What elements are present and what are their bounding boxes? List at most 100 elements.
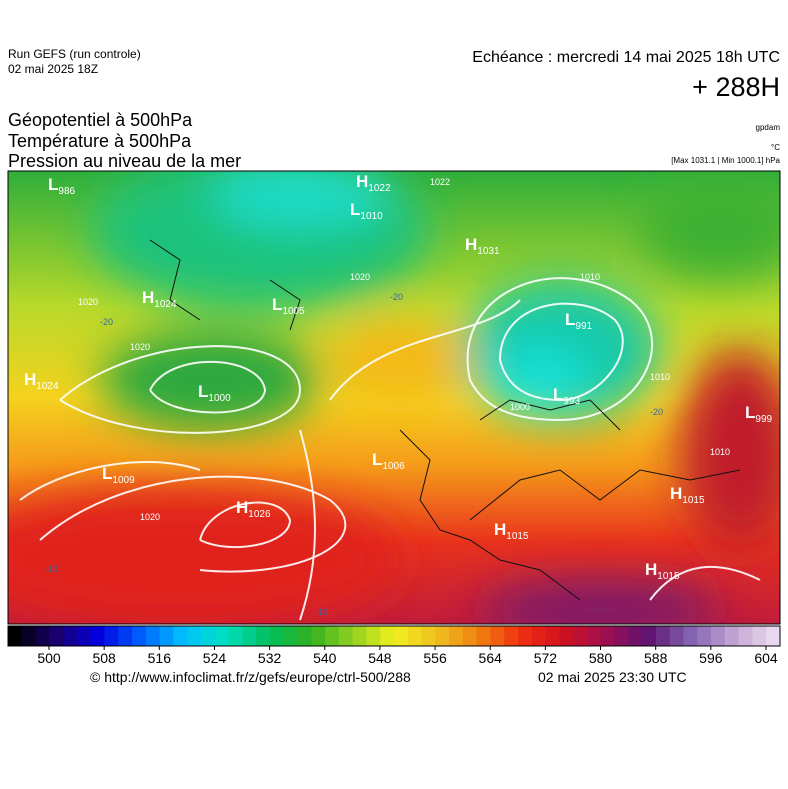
colorbar-swatch xyxy=(545,626,560,646)
unit-label: °C xyxy=(771,143,780,152)
colorbar-swatch xyxy=(297,626,312,646)
isobar-label: 1020 xyxy=(350,272,370,282)
colorbar-swatch xyxy=(311,626,326,646)
center-value: 1010 xyxy=(360,211,383,222)
center-value: 1015 xyxy=(657,571,680,582)
center-type: L xyxy=(48,175,58,194)
colorbar-frame xyxy=(7,625,781,647)
footer-source: © http://www.infoclimat.fr/z/gefs/europe… xyxy=(90,669,411,685)
center-type: L xyxy=(553,385,563,404)
colorbar-swatch xyxy=(435,626,450,646)
colorbar-label: 516 xyxy=(148,650,172,666)
center-type: H xyxy=(236,498,248,517)
isobar-label: 1020 xyxy=(78,297,98,307)
center-value: 1015 xyxy=(682,495,705,506)
center-type: H xyxy=(142,288,154,307)
center-type: H xyxy=(356,172,368,191)
colorbar-swatch xyxy=(669,626,684,646)
colorbar-swatch xyxy=(490,626,505,646)
center-value: 1031 xyxy=(477,246,500,257)
center-type: H xyxy=(24,370,36,389)
center-type: L xyxy=(272,295,282,314)
pressure-center: L1009 xyxy=(102,464,135,486)
colorbar-swatch xyxy=(269,626,285,646)
pressure-center: L1005 xyxy=(272,295,305,317)
center-value: 1015 xyxy=(506,531,529,542)
colorbar-swatch xyxy=(559,626,574,646)
colorbar-swatch xyxy=(63,626,78,646)
center-value: 986 xyxy=(58,186,75,197)
pressure-center: L1010 xyxy=(350,200,383,222)
isobar-label: 1010 xyxy=(710,447,730,457)
center-type: L xyxy=(350,200,360,219)
colorbar-swatch xyxy=(711,626,726,646)
colorbar-swatch xyxy=(518,626,533,646)
colorbar-swatch xyxy=(380,626,395,646)
colorbar-swatch xyxy=(752,626,767,646)
colorbar-swatch xyxy=(655,626,671,646)
center-type: L xyxy=(198,382,208,401)
colorbar-swatch xyxy=(228,626,243,646)
colorbar-label: 572 xyxy=(534,650,558,666)
center-type: H xyxy=(494,520,506,539)
colorbar-label: 532 xyxy=(258,650,282,666)
map-area xyxy=(8,171,780,624)
colorbar-swatch xyxy=(8,626,23,646)
colorbar-swatch xyxy=(187,626,202,646)
colorbar-swatch xyxy=(394,626,409,646)
colorbar-swatch xyxy=(338,626,354,646)
center-value: 1009 xyxy=(112,475,135,486)
colorbar-label: 588 xyxy=(644,650,668,666)
temperature-label: -10 xyxy=(315,607,328,617)
center-type: H xyxy=(645,560,657,579)
pressure-center: H1031 xyxy=(465,235,500,257)
pressure-center: L991 xyxy=(565,310,593,332)
colorbar-swatch xyxy=(104,626,119,646)
center-value: 1000 xyxy=(208,393,231,404)
colorbar-swatch xyxy=(49,626,64,646)
colorbar-swatch xyxy=(201,626,216,646)
colorbar-swatch xyxy=(462,626,478,646)
colorbar-swatch xyxy=(325,626,340,646)
center-value: 993 xyxy=(563,396,580,407)
pressure-center: H1015 xyxy=(494,520,529,542)
colorbar-label: 500 xyxy=(37,650,61,666)
center-value: 1024 xyxy=(154,299,177,310)
isobar-label: 1022 xyxy=(430,177,450,187)
pressure-center: L993 xyxy=(553,385,581,407)
unit-label: gpdam xyxy=(756,123,781,132)
colorbar-swatch xyxy=(587,626,602,646)
pressure-center: L1006 xyxy=(372,450,405,472)
colorbar-swatch xyxy=(407,626,423,646)
center-type: L xyxy=(745,403,755,422)
valid-time: Echéance : mercredi 14 mai 2025 18h UTC xyxy=(472,49,780,66)
colorbar-swatch xyxy=(766,626,781,646)
center-value: 1026 xyxy=(248,509,271,520)
isobar-label: 1010 xyxy=(650,372,670,382)
pressure-center: H1024 xyxy=(24,370,59,392)
center-value: 999 xyxy=(755,414,772,425)
isobar-label: 1020 xyxy=(130,342,150,352)
colorbar-swatch xyxy=(352,626,367,646)
center-type: L xyxy=(565,310,575,329)
colorbar-swatch xyxy=(159,626,174,646)
pressure-center: H1022 xyxy=(356,172,391,194)
colorbar-swatch xyxy=(573,626,588,646)
colorbar-label: 556 xyxy=(423,650,447,666)
isobar-label: 1020 xyxy=(140,512,160,522)
colorbar-swatch xyxy=(76,626,92,646)
center-type: L xyxy=(102,464,112,483)
temperature-label: -20 xyxy=(100,317,113,327)
colorbar-swatch xyxy=(214,626,230,646)
center-type: L xyxy=(372,450,382,469)
lead-time: + 288H xyxy=(692,72,780,102)
colorbar-swatch xyxy=(449,626,464,646)
colorbar-swatch xyxy=(614,626,629,646)
pressure-center: H1015 xyxy=(645,560,680,582)
title: Géopotentiel à 500hPa xyxy=(8,110,193,130)
center-value: 991 xyxy=(575,321,592,332)
colorbar-label: 548 xyxy=(368,650,392,666)
colorbar-swatch xyxy=(724,626,740,646)
title: Pression au niveau de la mer xyxy=(8,151,241,171)
